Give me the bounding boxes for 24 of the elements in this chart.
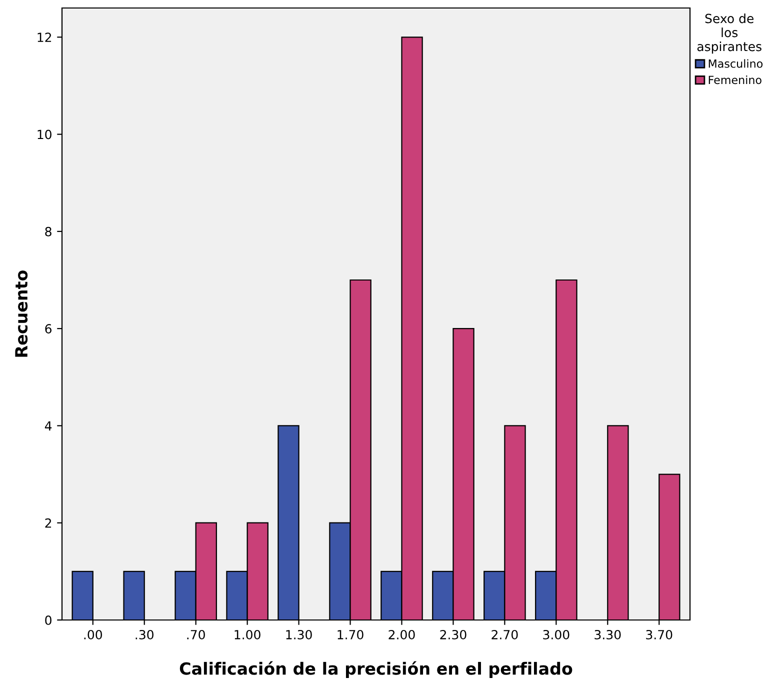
x-tick-label: 3.70 xyxy=(646,630,672,640)
x-tick-label: .30 xyxy=(136,630,154,640)
x-tick-label: 3.00 xyxy=(543,630,570,640)
x-tick-label: 1.00 xyxy=(234,630,260,640)
y-tick-label: 6 xyxy=(45,324,52,334)
legend-title: Sexo de los aspirantes xyxy=(697,14,762,54)
x-tick-label: 2.00 xyxy=(388,630,415,640)
x-tick-label: 2.70 xyxy=(492,630,518,640)
y-tick-label: 0 xyxy=(45,615,52,625)
y-tick-label: 10 xyxy=(38,130,52,140)
x-axis-title: Calificación de la precisión en el perfilado xyxy=(180,661,572,678)
y-tick-label: 4 xyxy=(44,421,52,430)
y-tick-label: 8 xyxy=(45,226,52,236)
y-tick-label: 2 xyxy=(45,518,52,528)
legend-label: Masculino xyxy=(708,59,763,68)
x-tick-label: 3.30 xyxy=(594,630,621,640)
x-tick-label: .70 xyxy=(187,630,205,640)
x-tick-label: 1.70 xyxy=(338,630,364,640)
x-tick-label: 1.30 xyxy=(286,630,312,640)
legend-label: Femenino xyxy=(708,76,762,84)
x-tick-label: 2.30 xyxy=(440,630,466,640)
y-tick-label: 12 xyxy=(38,32,52,42)
y-axis-title: Recuento xyxy=(15,270,28,357)
x-tick-label: .00 xyxy=(84,630,102,640)
